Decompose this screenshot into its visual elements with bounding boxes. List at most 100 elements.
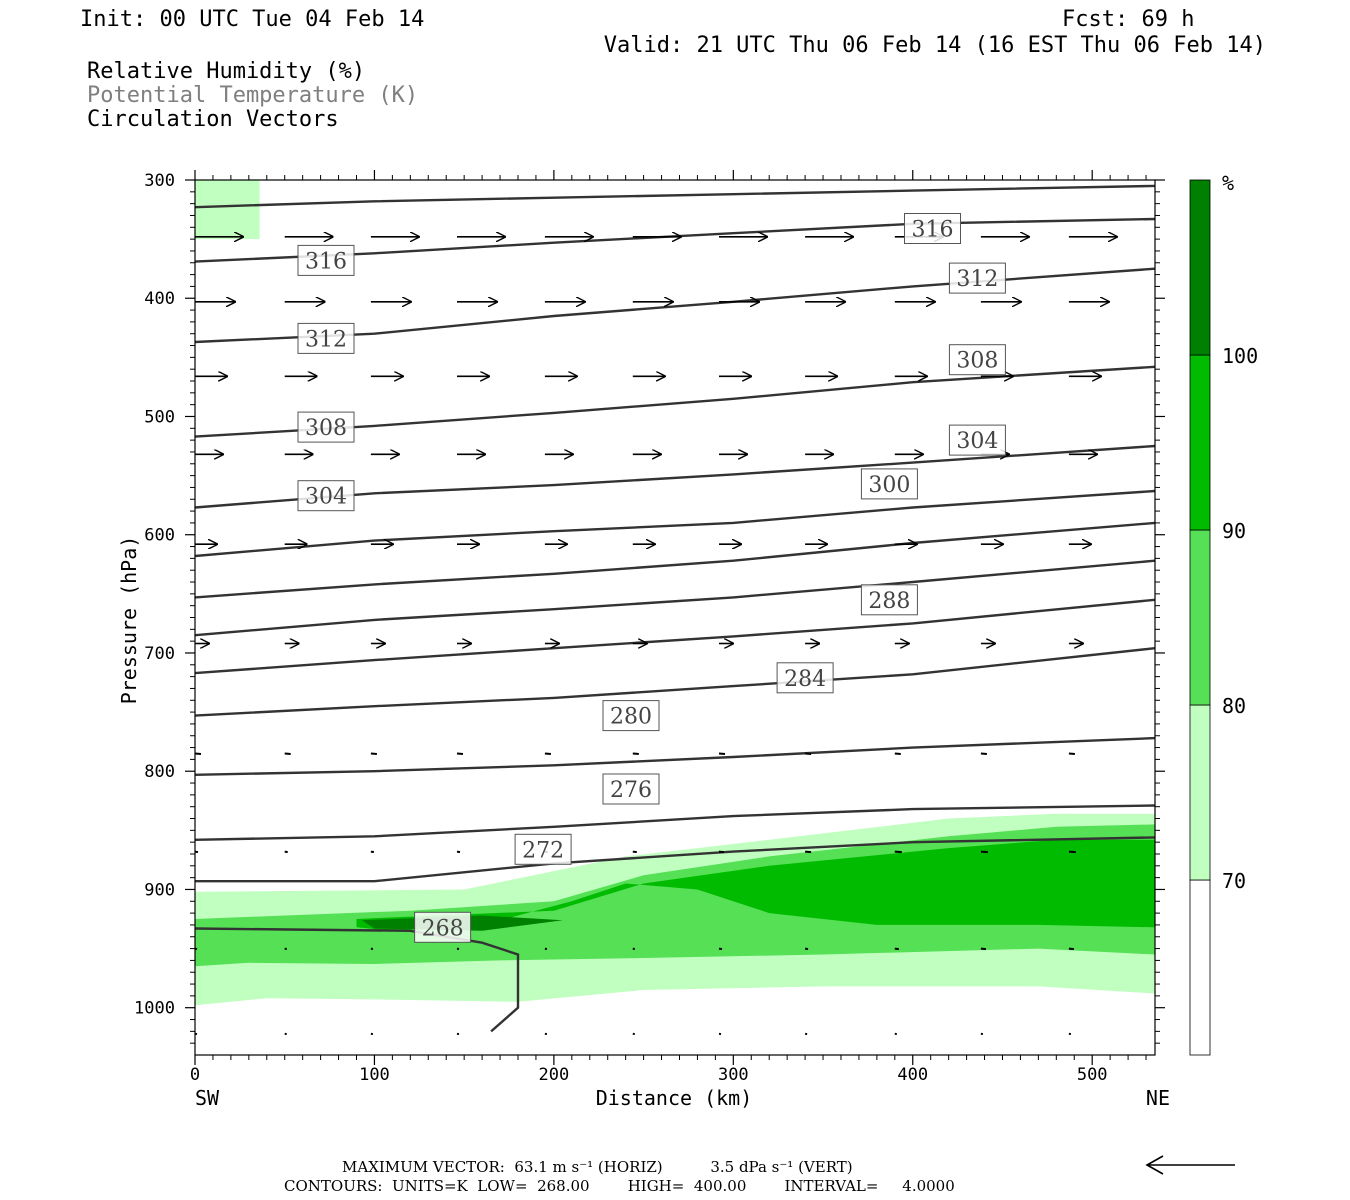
valid-time: Valid: 21 UTC Thu 06 Feb 14 (16 EST Thu … xyxy=(604,33,1266,58)
vector-arrow xyxy=(894,1032,898,1036)
contour-label-316-b-box xyxy=(904,213,961,244)
theta-contour-272 xyxy=(195,836,1155,883)
contour-label-276: 276 xyxy=(610,778,652,803)
contour-label-316: 316 xyxy=(305,249,347,274)
contour-label-268-box xyxy=(414,911,472,943)
vector-arrow xyxy=(1068,850,1076,854)
contour-label-288: 288 xyxy=(868,589,910,614)
colorbar-band-70-80 xyxy=(1189,704,1211,881)
colorbar-label-90: 90 xyxy=(1222,519,1246,543)
vector-arrow xyxy=(804,1032,808,1036)
colorbar: 70 80 90 100% xyxy=(1189,171,1258,1056)
x-tick-label: 300 xyxy=(718,1065,749,1085)
vector-arrow xyxy=(1068,947,1074,951)
x-tick-label: 400 xyxy=(897,1065,928,1085)
vector-arrow xyxy=(632,850,637,854)
contour-label-284: 284 xyxy=(784,667,826,692)
contour-label-312-b: 312 xyxy=(956,267,998,292)
vector-arrow xyxy=(980,947,986,951)
init-time: Init: 00 UTC Tue 04 Feb 14 xyxy=(80,7,424,32)
vector-arrow xyxy=(632,1032,636,1036)
contour-label-316-b: 316 xyxy=(912,218,954,243)
contour-label-268: 268 xyxy=(422,916,464,941)
y-tick-label: 1000 xyxy=(134,999,175,1019)
vector-arrow xyxy=(980,752,987,755)
theta-contour-280 xyxy=(195,736,1155,776)
contour-label-300-box xyxy=(860,468,918,500)
vector-arrow xyxy=(1068,752,1075,755)
contour-label-308-b-box xyxy=(948,344,1006,376)
theta-contour-288 xyxy=(195,559,1155,637)
footer-max-vector: MAXIMUM VECTOR: 63.1 m s⁻¹ (HORIZ) 3.5 d… xyxy=(342,1158,853,1176)
vector-arrow xyxy=(456,1032,460,1036)
vector-arrow xyxy=(632,752,639,755)
contour-label-280-box xyxy=(602,700,660,732)
vector-arrow xyxy=(370,947,374,951)
forecast-hour: Fcst: 69 h xyxy=(1062,7,1194,32)
colorbar-label-100: 100 xyxy=(1222,344,1258,368)
vector-arrow xyxy=(980,1032,984,1036)
colorbar-band-<70 xyxy=(1189,879,1211,1056)
y-tick-label: 900 xyxy=(144,880,175,900)
vector-arrow xyxy=(284,947,287,951)
contour-label-300: 300 xyxy=(868,473,910,498)
vector-arrow xyxy=(1068,1032,1072,1036)
contour-label-312-b-box xyxy=(948,262,1006,294)
vector-arrow xyxy=(805,752,812,755)
vector-arrow xyxy=(544,1032,548,1036)
contour-label-316-box xyxy=(297,244,355,276)
contour-label-288-box xyxy=(860,584,918,616)
vector-arrow xyxy=(632,947,636,951)
theta-contour-284 xyxy=(195,647,1155,717)
y-tick-label: 700 xyxy=(144,644,175,664)
colorbar-band-90-100 xyxy=(1189,354,1211,531)
x-tick-label: 500 xyxy=(1077,1065,1108,1085)
theta-contour-268 xyxy=(195,927,520,1033)
colorbar-label-70: 70 xyxy=(1222,869,1246,893)
colorbar-label-80: 80 xyxy=(1222,694,1246,718)
contour-label-272: 272 xyxy=(522,838,564,863)
vector-arrow xyxy=(194,752,202,755)
vector-arrow xyxy=(894,850,902,854)
y-tick-label: 500 xyxy=(144,407,175,427)
theta-contour-276 xyxy=(195,804,1155,841)
y-axis-title: Pressure (hPa) xyxy=(117,536,141,705)
reference-arrow xyxy=(1145,1155,1235,1175)
colorbar-unit: % xyxy=(1222,171,1234,195)
vector-arrow xyxy=(370,850,375,854)
contour-label-276-box xyxy=(602,773,660,805)
x-end-label-right: NE xyxy=(1146,1086,1170,1110)
theta-contour-7 xyxy=(195,521,1155,599)
vector-arrow xyxy=(456,752,464,755)
contour-label-308-b: 308 xyxy=(956,349,998,374)
contour-label-312-box xyxy=(297,322,355,354)
vector-arrow xyxy=(894,947,899,951)
contour-label-280: 280 xyxy=(610,705,652,730)
x-tick-label: 0 xyxy=(190,1065,200,1085)
contour-label-304: 304 xyxy=(305,485,347,510)
y-tick-label: 600 xyxy=(144,526,175,546)
legend-rh: Relative Humidity (%) xyxy=(87,59,365,84)
contour-label-312: 312 xyxy=(305,327,347,352)
vector-arrow xyxy=(456,850,461,854)
y-tick-label: 800 xyxy=(144,762,175,782)
theta-contour-5 xyxy=(195,598,1155,675)
contour-label-284-box xyxy=(776,662,834,694)
legend-vectors: Circulation Vectors xyxy=(87,107,339,132)
axes: 300 400 500 600 700 800 900 1000 0 100 200 300 400 50… xyxy=(134,170,1165,1085)
vector-arrow xyxy=(718,752,726,755)
contour-label-304-b: 304 xyxy=(956,429,998,454)
contour-label-304-b-box xyxy=(948,424,1006,456)
contour-label-272-box xyxy=(514,833,572,865)
colorbar-band-80-90 xyxy=(1189,529,1211,706)
vector-arrow xyxy=(544,752,551,755)
circulation-vectors xyxy=(194,237,1117,1036)
vector-arrow xyxy=(718,947,723,951)
x-tick-label: 100 xyxy=(359,1065,390,1085)
x-tick-label: 200 xyxy=(539,1065,570,1085)
contour-labels: 2682722762802842883003043043083083123123… xyxy=(297,213,1006,943)
contour-label-308: 308 xyxy=(305,416,347,441)
vector-arrow xyxy=(370,1032,374,1036)
y-tick-label: 300 xyxy=(144,171,175,191)
contour-label-308-box xyxy=(297,411,355,443)
